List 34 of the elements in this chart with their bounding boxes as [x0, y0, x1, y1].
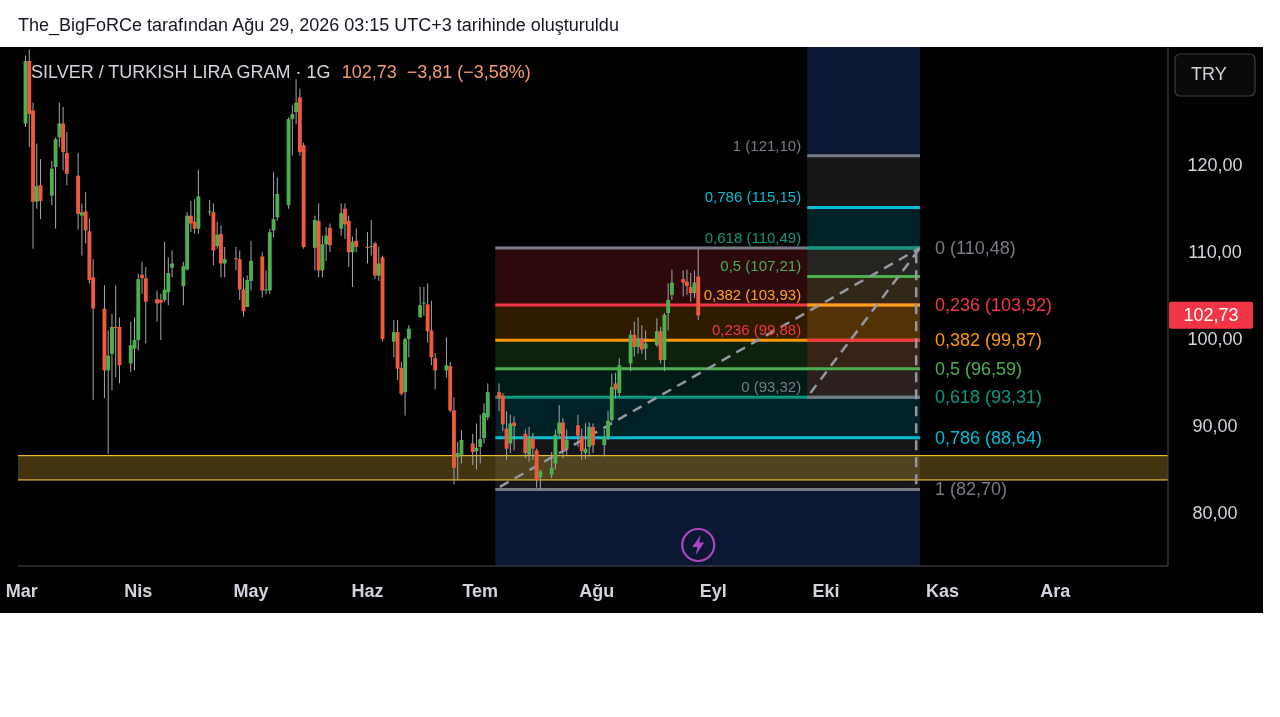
- series-label: 0,618 (93,31): [934, 387, 1043, 408]
- series-label: 0,618 (110,49): [704, 228, 802, 246]
- y-tick-label: 90,00: [1192, 416, 1238, 437]
- series-label: 0,5 (96,59): [934, 358, 1023, 379]
- x-tick-label: Eyl: [699, 581, 727, 601]
- y-tick-label: 80,00: [1192, 502, 1238, 523]
- x-tick-label: May: [233, 581, 269, 601]
- series-label: 0,5 (107,21): [720, 257, 802, 275]
- series-label: 0,236 (103,92): [934, 295, 1053, 316]
- series-label: 1 (121,10): [732, 136, 802, 154]
- x-tick-label: Ara: [1040, 581, 1072, 601]
- x-tick-label: Nis: [124, 581, 153, 601]
- series-label: 0,786 (88,64): [934, 427, 1043, 448]
- series-label: 0,382 (99,87): [934, 330, 1043, 351]
- series-label: 0 (110,48): [934, 237, 1016, 258]
- x-tick-label: Kas: [925, 581, 960, 601]
- x-tick-label: Eki: [812, 581, 840, 601]
- text: SILVER / TURKISH LIRA GRAM · 1G: [31, 62, 331, 82]
- x-tick-label: Haz: [351, 581, 384, 601]
- text: The_BigFoRCe tarafından Ağu 29, 2026 03:15 UTC+3 tarihinde oluşturuldu: [18, 15, 619, 36]
- y-tick-label: 100,00: [1187, 329, 1243, 350]
- x-tick-label: Ağu: [579, 581, 615, 601]
- series-label: 0,786 (115,15): [704, 188, 802, 206]
- series-label: 1 (82,70): [934, 479, 1008, 500]
- x-tick-label: Mar: [5, 581, 38, 601]
- x-tick-label: Tem: [462, 581, 499, 601]
- y-axis-title: TRY: [1191, 64, 1227, 84]
- y-tick-label: 110,00: [1188, 242, 1242, 263]
- series-label: 0,236 (99,88): [711, 321, 802, 339]
- series-label: 0 (93,32): [741, 378, 802, 396]
- y-tick-label: 120,00: [1187, 155, 1243, 176]
- text: 102,73: [1183, 305, 1239, 326]
- series-label: 0,382 (103,93): [703, 285, 802, 303]
- text: 102,73 −3,81 (−3,58%): [341, 62, 531, 82]
